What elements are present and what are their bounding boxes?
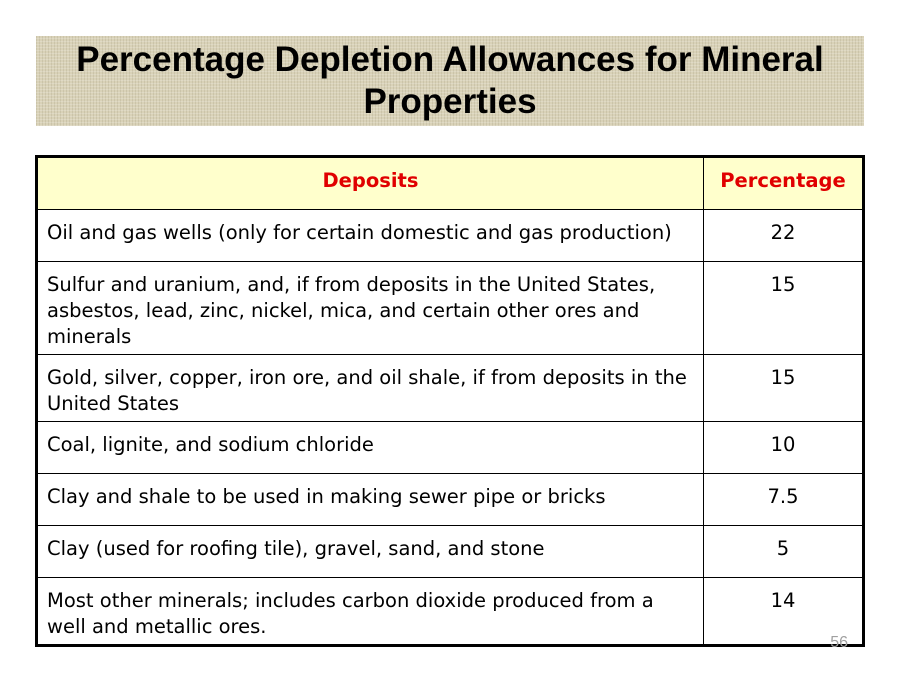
table-row: Most other minerals; includes carbon dio…: [36, 577, 864, 646]
deposit-cell: Gold, silver, copper, iron ore, and oil …: [36, 354, 704, 422]
deposit-cell: Most other minerals; includes carbon dio…: [36, 577, 704, 646]
page-number: 56: [830, 634, 848, 651]
header-deposits: Deposits: [36, 156, 704, 210]
deposit-cell: Clay and shale to be used in making sewe…: [36, 473, 704, 526]
table-row: Clay (used for roofing tile), gravel, sa…: [36, 525, 864, 578]
percentage-cell: 15: [703, 354, 864, 422]
table-row: Oil and gas wells (only for certain dome…: [36, 209, 864, 262]
table-row: Clay and shale to be used in making sewe…: [36, 473, 864, 526]
table-row: Coal, lignite, and sodium chloride 10: [36, 421, 864, 474]
deposit-cell: Oil and gas wells (only for certain dome…: [36, 209, 704, 262]
deposit-cell: Sulfur and uranium, and, if from deposit…: [36, 261, 704, 355]
table-header-row: Deposits Percentage: [36, 156, 864, 210]
header-percentage: Percentage: [703, 156, 864, 210]
percentage-cell: 14: [703, 577, 864, 646]
deposit-cell: Clay (used for roofing tile), gravel, sa…: [36, 525, 704, 578]
percentage-cell: 7.5: [703, 473, 864, 526]
title-band: Percentage Depletion Allowances for Mine…: [36, 36, 864, 126]
slide-title: Percentage Depletion Allowances for Mine…: [76, 40, 824, 121]
depletion-table: Deposits Percentage Oil and gas wells (o…: [35, 155, 865, 647]
percentage-cell: 22: [703, 209, 864, 262]
percentage-cell: 10: [703, 421, 864, 474]
percentage-cell: 15: [703, 261, 864, 355]
table-row: Gold, silver, copper, iron ore, and oil …: [36, 354, 864, 422]
deposit-cell: Coal, lignite, and sodium chloride: [36, 421, 704, 474]
table-row: Sulfur and uranium, and, if from deposit…: [36, 261, 864, 355]
percentage-cell: 5: [703, 525, 864, 578]
